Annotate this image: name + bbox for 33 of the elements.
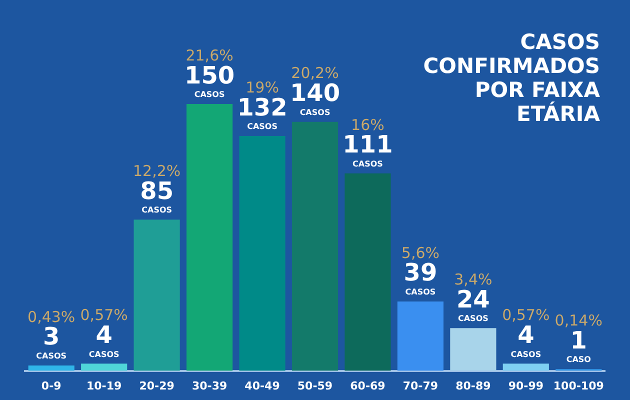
annotation: CASOS xyxy=(88,350,120,359)
annotation: CASOS xyxy=(194,90,225,100)
x-tick-label: 10-19 xyxy=(86,379,122,392)
x-tick-label: 80-89 xyxy=(456,379,491,392)
bar xyxy=(450,328,496,371)
annotation: CASOS xyxy=(247,122,278,132)
x-tick-label: 20-29 xyxy=(139,379,174,392)
annotation: CASOS xyxy=(352,159,384,168)
bar xyxy=(134,220,180,371)
x-tick-label: 30-39 xyxy=(192,379,228,392)
bar xyxy=(502,364,549,371)
x-tick-label: 40-49 xyxy=(244,379,280,392)
x-tick-label: 0-9 xyxy=(41,379,62,392)
bar xyxy=(292,122,338,371)
annotation: CASOS xyxy=(300,108,330,117)
x-tick-label: 100-109 xyxy=(553,379,604,392)
annotation: CASOS xyxy=(36,352,67,361)
chart-title: CASOS CONFIRMADOS POR FAIXA ETÁRIA xyxy=(422,30,600,126)
bar xyxy=(344,173,391,371)
x-tick-label: 70-79 xyxy=(402,379,438,392)
bar xyxy=(186,104,233,371)
annotation: CASO xyxy=(566,355,592,364)
annotation: CASOS xyxy=(458,314,489,324)
x-tick-label: 60-69 xyxy=(350,379,386,392)
bar xyxy=(81,364,128,371)
x-tick-label: 50-59 xyxy=(297,379,333,392)
annotation: CASOS xyxy=(510,350,542,359)
annotation: CASOS xyxy=(405,288,436,297)
x-tick-label: 90-99 xyxy=(508,379,544,392)
bar xyxy=(397,301,444,371)
annotation: CASOS xyxy=(142,206,172,215)
bar xyxy=(239,136,286,371)
bar xyxy=(28,365,74,371)
